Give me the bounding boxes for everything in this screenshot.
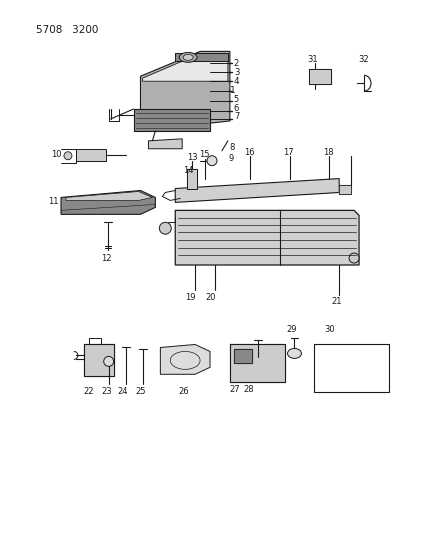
Polygon shape bbox=[160, 344, 210, 374]
Polygon shape bbox=[61, 190, 155, 214]
Text: 11: 11 bbox=[48, 197, 59, 206]
Text: 10: 10 bbox=[51, 150, 62, 159]
Circle shape bbox=[207, 156, 217, 166]
Text: 24: 24 bbox=[118, 386, 128, 395]
Text: 23: 23 bbox=[102, 386, 113, 395]
Polygon shape bbox=[187, 168, 197, 189]
Polygon shape bbox=[175, 211, 359, 265]
Polygon shape bbox=[175, 53, 228, 61]
Text: 31: 31 bbox=[307, 55, 318, 64]
Ellipse shape bbox=[183, 54, 193, 60]
Polygon shape bbox=[140, 51, 230, 131]
Text: 21: 21 bbox=[331, 297, 342, 306]
Text: 9: 9 bbox=[229, 154, 234, 163]
Text: 4: 4 bbox=[234, 77, 240, 86]
Polygon shape bbox=[175, 179, 339, 203]
Polygon shape bbox=[143, 54, 228, 81]
Text: 18: 18 bbox=[323, 148, 334, 157]
Text: 12: 12 bbox=[101, 254, 111, 263]
Text: 2: 2 bbox=[234, 59, 239, 68]
Text: 29: 29 bbox=[286, 325, 297, 334]
Text: 22: 22 bbox=[84, 386, 94, 395]
Text: 32: 32 bbox=[358, 55, 369, 64]
Text: 6: 6 bbox=[234, 103, 239, 112]
Text: 5: 5 bbox=[234, 94, 239, 103]
Text: 17: 17 bbox=[283, 148, 294, 157]
Circle shape bbox=[64, 152, 72, 160]
Text: 15: 15 bbox=[199, 150, 210, 159]
Polygon shape bbox=[339, 184, 351, 195]
Polygon shape bbox=[84, 344, 114, 376]
Text: 28: 28 bbox=[244, 385, 254, 394]
Circle shape bbox=[104, 357, 114, 366]
Text: 1: 1 bbox=[230, 86, 236, 95]
Text: 16: 16 bbox=[244, 148, 254, 157]
Ellipse shape bbox=[288, 349, 301, 358]
Text: 25: 25 bbox=[136, 386, 146, 395]
Circle shape bbox=[159, 222, 171, 234]
Text: 27: 27 bbox=[229, 385, 240, 394]
Text: 7: 7 bbox=[234, 112, 239, 122]
Text: 19: 19 bbox=[185, 293, 196, 302]
Polygon shape bbox=[309, 69, 331, 84]
Text: 8: 8 bbox=[229, 143, 234, 152]
Circle shape bbox=[349, 253, 359, 263]
Text: 3: 3 bbox=[234, 68, 239, 77]
Polygon shape bbox=[134, 109, 210, 131]
Text: 30: 30 bbox=[324, 325, 335, 334]
Text: 20: 20 bbox=[205, 293, 216, 302]
Ellipse shape bbox=[179, 52, 197, 62]
Text: 14: 14 bbox=[183, 166, 194, 175]
Polygon shape bbox=[149, 139, 182, 149]
Text: 5708   3200: 5708 3200 bbox=[36, 25, 98, 35]
Polygon shape bbox=[76, 149, 106, 160]
Text: 26: 26 bbox=[178, 386, 189, 395]
Polygon shape bbox=[234, 350, 252, 364]
Polygon shape bbox=[230, 344, 285, 382]
Text: 13: 13 bbox=[187, 153, 198, 162]
Polygon shape bbox=[66, 191, 152, 200]
